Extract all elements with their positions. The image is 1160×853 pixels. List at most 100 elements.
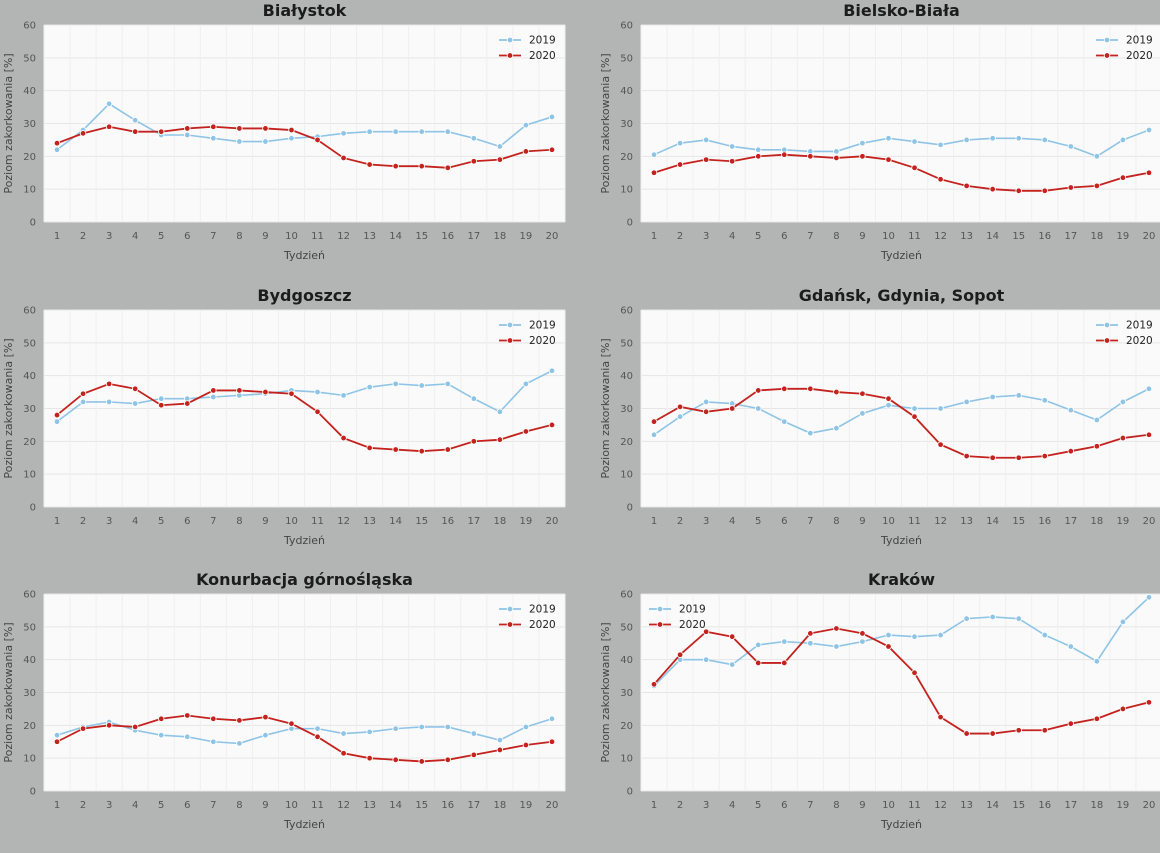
- data-point: [1119, 434, 1127, 442]
- data-point: [288, 720, 295, 727]
- data-point: [885, 135, 892, 142]
- data-point: [79, 390, 87, 397]
- chart-panel: Kraków 0 10 20 30 40 50 60 1 2 3 4 5 6 7 8 9 10 11 12 13 14 15…: [597, 569, 1160, 853]
- x-tick-label: 19: [1117, 800, 1130, 811]
- data-point: [859, 139, 866, 147]
- legend: 2019 2020: [649, 604, 706, 631]
- x-tick-label: 14: [986, 800, 999, 811]
- x-tick-label: 4: [132, 231, 138, 242]
- data-point: [1015, 392, 1022, 399]
- x-tick-label: 14: [986, 231, 999, 242]
- data-point: [470, 751, 478, 759]
- data-point: [79, 130, 87, 137]
- y-axis-label: Poziom zakorkowania [%]: [2, 338, 15, 478]
- chart-title: Konurbacja górnośląska: [196, 570, 413, 589]
- y-tick-label: 40: [620, 655, 633, 666]
- data-point: [158, 395, 165, 402]
- y-tick-label: 20: [23, 721, 36, 732]
- series-2020: [53, 712, 556, 765]
- x-tick-label: 12: [934, 800, 947, 811]
- legend-label: 2020: [679, 619, 706, 631]
- x-tick-label: 10: [882, 516, 895, 527]
- data-point: [366, 128, 373, 135]
- x-tick-label: 3: [703, 516, 709, 527]
- data-point: [210, 387, 217, 394]
- data-point: [702, 408, 710, 415]
- data-point: [470, 158, 478, 165]
- x-tick-label: 4: [729, 800, 735, 811]
- chart-panel: Konurbacja górnośląska 0 10 20 30 40 50 60 1 2 3 4 5…: [0, 569, 580, 853]
- y-tick-label: 30: [620, 404, 633, 415]
- data-point: [702, 156, 710, 163]
- data-point: [314, 388, 321, 396]
- legend-label: 2019: [529, 320, 556, 332]
- legend-marker: [1103, 337, 1111, 344]
- data-point: [392, 756, 399, 764]
- data-point: [833, 625, 840, 632]
- y-tick-label: 30: [620, 119, 633, 130]
- data-point: [288, 390, 295, 397]
- legend: 2019 2020: [499, 604, 556, 631]
- x-tick-label: 1: [54, 516, 60, 527]
- series-2020: [650, 625, 1153, 737]
- data-point: [937, 631, 944, 639]
- data-point: [236, 387, 243, 394]
- data-point: [807, 429, 814, 437]
- data-point: [105, 722, 113, 729]
- y-tick-label: 40: [620, 371, 633, 382]
- data-point: [444, 128, 451, 135]
- data-point: [989, 185, 996, 193]
- x-tick-label: 11: [908, 800, 921, 811]
- y-tick-label: 50: [23, 338, 36, 349]
- data-point: [702, 136, 710, 144]
- series-line: [653, 596, 1150, 687]
- data-point: [548, 715, 556, 722]
- data-point: [859, 153, 866, 160]
- legend-label: 2020: [1126, 50, 1153, 62]
- data-point: [807, 630, 814, 637]
- x-tick-label: 11: [311, 231, 324, 242]
- data-point: [496, 408, 504, 415]
- data-point: [937, 405, 944, 412]
- x-tick-label: 12: [934, 516, 947, 527]
- x-tick-label: 4: [132, 516, 138, 527]
- data-point: [937, 176, 944, 183]
- x-tick-label: 13: [960, 800, 973, 811]
- data-point: [392, 725, 399, 732]
- x-tick-label: 8: [833, 231, 839, 242]
- x-tick-label: 20: [1143, 231, 1156, 242]
- y-axis-label: Poziom zakorkowania [%]: [599, 53, 612, 193]
- y-tick-label: 10: [620, 185, 633, 196]
- y-axis-label: Poziom zakorkowania [%]: [599, 338, 612, 478]
- y-tick-label: 20: [620, 152, 633, 163]
- data-point: [548, 738, 556, 745]
- chart-panel: Białystok 0 10 20 30 40 50 60 1 2 3 4 5 6 7 8 9 10 11 12 13 1…: [0, 0, 580, 284]
- x-tick-label: 7: [807, 231, 813, 242]
- x-tick-label: 16: [1038, 800, 1051, 811]
- data-point: [676, 651, 684, 658]
- data-point: [755, 659, 762, 667]
- series-line: [653, 129, 1150, 158]
- x-tick-label: 5: [158, 800, 164, 811]
- data-point: [158, 128, 165, 135]
- x-tick-label: 13: [960, 516, 973, 527]
- series-line: [56, 714, 553, 763]
- data-point: [53, 411, 61, 419]
- data-point: [392, 162, 399, 170]
- data-point: [522, 380, 530, 388]
- data-point: [1041, 136, 1048, 144]
- data-point: [650, 681, 658, 688]
- x-tick-label: 13: [363, 231, 376, 242]
- x-tick-label: 18: [1091, 231, 1104, 242]
- data-point: [885, 156, 892, 163]
- data-point: [755, 387, 762, 394]
- y-tick-label: 40: [23, 655, 36, 666]
- legend-marker: [506, 52, 514, 59]
- x-tick-label: 12: [337, 516, 350, 527]
- data-point: [418, 128, 425, 135]
- data-point: [989, 613, 996, 621]
- data-point: [158, 715, 165, 722]
- x-axis-label: Tydzień: [283, 249, 325, 262]
